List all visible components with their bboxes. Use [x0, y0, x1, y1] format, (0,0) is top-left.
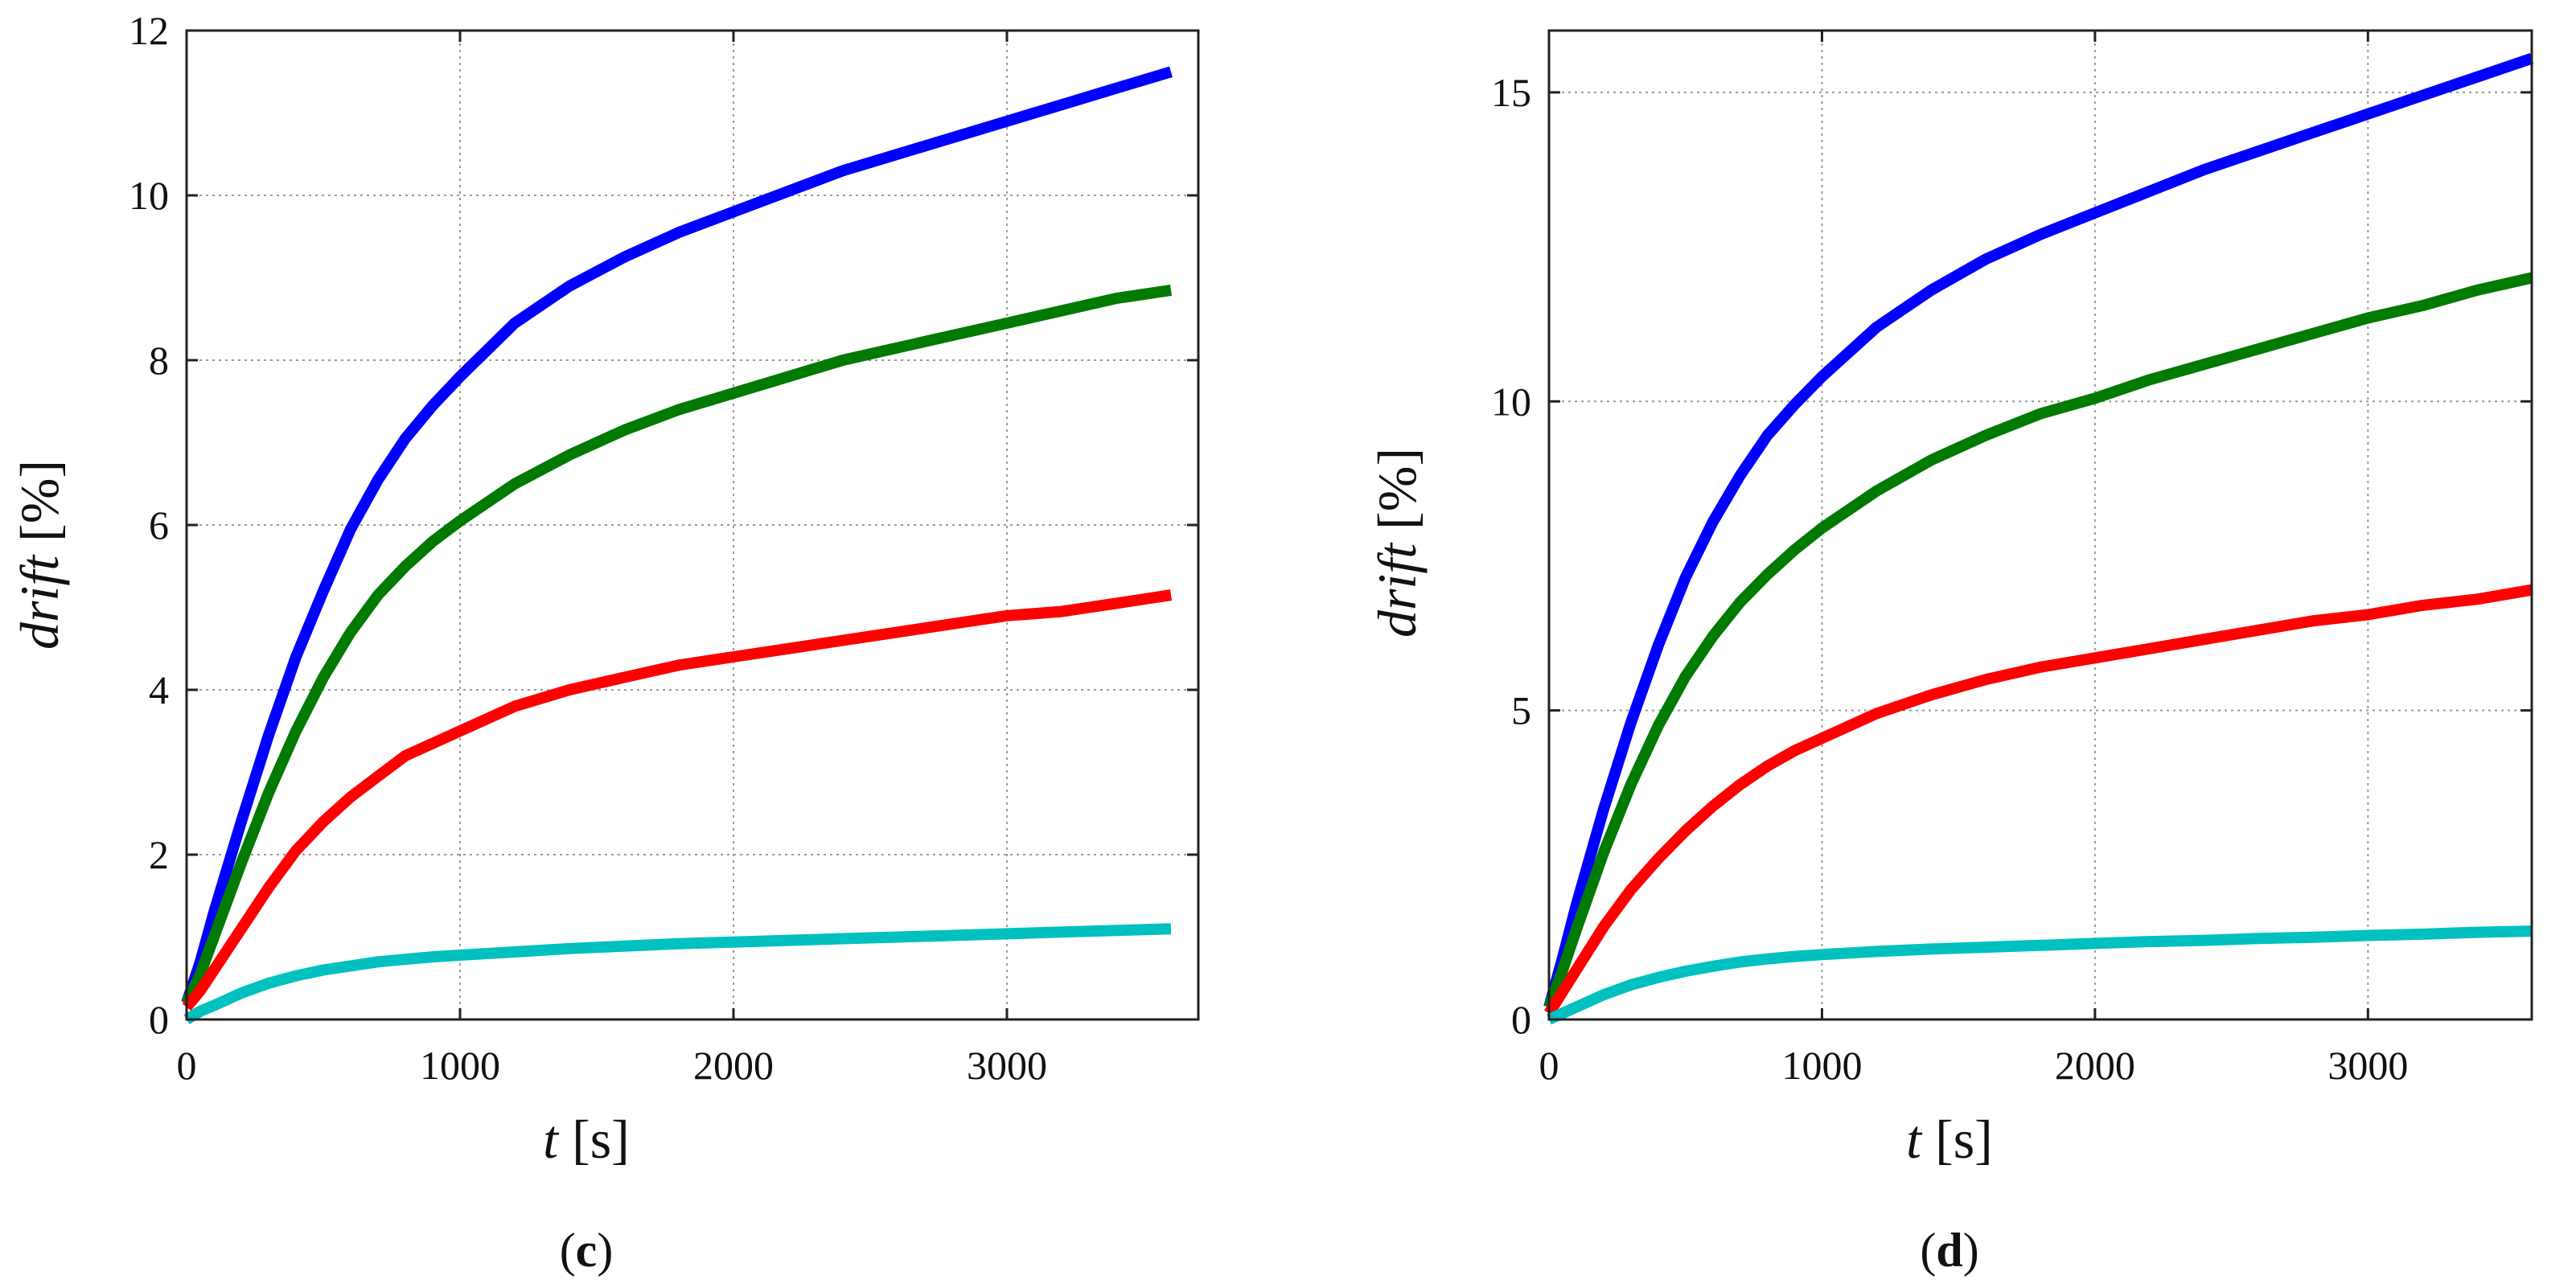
x-tick-label-c: 3000 [967, 1043, 1047, 1088]
y-tick-label-d: 0 [1511, 997, 1531, 1042]
y-tick-label-d: 5 [1511, 688, 1531, 733]
y-axis-label-c: drift [%] [9, 460, 70, 650]
x-tick-label-d: 3000 [2327, 1043, 2408, 1088]
x-axis-label-c: t [s] [543, 1109, 630, 1170]
series-line-blue-d [1543, 52, 2534, 1009]
y-tick-label-d: 15 [1491, 70, 1531, 115]
series-line-green-d [1543, 272, 2533, 1010]
y-tick-label-c: 0 [149, 997, 169, 1042]
series-line-green-c [181, 284, 1173, 1006]
plot-frame-d [1547, 29, 2533, 1021]
chart-panel-c: (c) t [s] drift [%] 0 1000 2000 3000 0 2 4 6 8 10… [9, 8, 1200, 1277]
y-tick-label-c: 2 [149, 832, 169, 877]
series-line-red-c [182, 589, 1173, 1011]
y-tick-label-c: 12 [129, 8, 169, 53]
x-tick-label-d: 1000 [1781, 1043, 1862, 1088]
x-tick-label-c: 1000 [420, 1043, 500, 1088]
y-tick-label-c: 10 [129, 173, 169, 218]
plot-frame-c [185, 29, 1200, 1021]
x-axis-label-d: t [s] [1906, 1109, 1993, 1170]
y-tick-label-d: 10 [1491, 379, 1531, 424]
x-tick-label-c: 0 [177, 1043, 197, 1088]
x-tick-label-c: 2000 [693, 1043, 774, 1088]
y-axis-label-d: drift [%] [1366, 448, 1428, 638]
series-line-blue-c [181, 66, 1173, 1005]
panel-label-d: (d) [1920, 1224, 1978, 1277]
y-tick-label-c: 4 [149, 667, 169, 712]
panel-label-c: (c) [560, 1224, 614, 1277]
x-tick-label-d: 2000 [2055, 1043, 2135, 1088]
y-tick-label-c: 6 [149, 502, 169, 548]
x-tick-label-d: 0 [1539, 1043, 1559, 1088]
y-tick-label-c: 8 [149, 338, 169, 383]
series-line-cyan-c [183, 923, 1172, 1025]
series-line-red-d [1544, 584, 2533, 1017]
chart-panel-d: (d) t [s] drift [%] 0 1000 2000 3000 0 5 10 15 [1366, 29, 2534, 1277]
series-line-cyan-d [1547, 925, 2533, 1025]
